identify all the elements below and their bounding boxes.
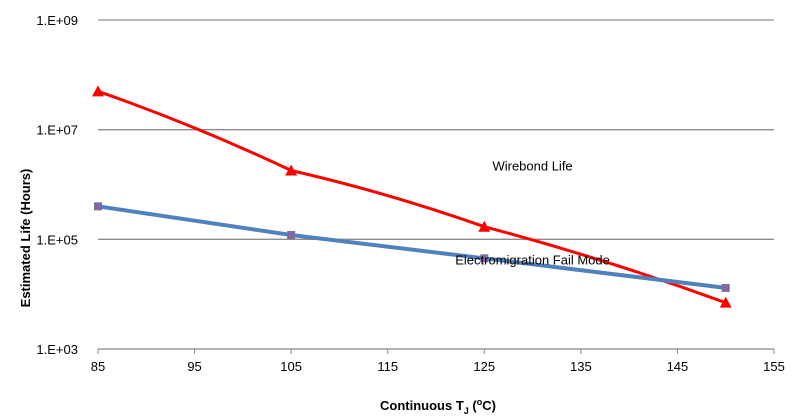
x-tick-label: 85 xyxy=(91,359,105,374)
x-tick-label: 135 xyxy=(570,359,592,374)
x-tick-label: 105 xyxy=(280,359,302,374)
y-tick-label: 1.E+07 xyxy=(36,123,78,138)
x-axis-title-subscript: J xyxy=(464,406,469,416)
series-group xyxy=(92,85,732,308)
annotations-group: Wirebond Life Electromigration Fail Mode xyxy=(455,159,610,268)
data-point-wirebond-life xyxy=(719,296,732,308)
x-axis-title-main: Continuous T xyxy=(380,398,464,413)
data-point-electromigration-fail-mode xyxy=(480,254,489,263)
x-tick-label: 155 xyxy=(763,359,785,374)
data-point-wirebond-life xyxy=(285,164,298,176)
series-line-wirebond-life xyxy=(96,89,728,305)
y-tick-label: 1.E+03 xyxy=(36,342,78,357)
y-tick-label: 1.E+05 xyxy=(36,232,78,247)
data-point-wirebond-life xyxy=(478,220,491,232)
x-axis-title-open: ( xyxy=(469,398,478,413)
x-axis-title: Continuous TJ (oC) xyxy=(380,397,496,416)
data-point-electromigration-fail-mode xyxy=(287,230,296,239)
x-axis-title-close: C) xyxy=(482,398,496,413)
y-axis-title: Estimated Life (Hours) xyxy=(18,169,33,308)
x-tick-label: 115 xyxy=(377,359,398,374)
y-tick-label: 1.E+09 xyxy=(36,13,78,28)
grid-lines xyxy=(98,19,774,350)
series-line-electromigration-fail-mode xyxy=(96,204,728,290)
data-point-electromigration-fail-mode xyxy=(94,202,102,211)
data-point-electromigration-fail-mode xyxy=(721,283,730,292)
data-point-wirebond-life xyxy=(92,85,104,97)
tick-labels: 1.E+03 1.E+05 1.E+07 1.E+09 85 95 105 115 125 135… xyxy=(36,13,784,374)
x-tick-label: 145 xyxy=(667,359,689,374)
annotation-wirebond-life: Wirebond Life xyxy=(492,159,572,174)
annotation-electromigration-fail-mode: Electromigration Fail Mode xyxy=(455,252,610,267)
x-tick-label: 95 xyxy=(187,359,201,374)
x-axis-title-superscript: o xyxy=(477,397,483,407)
x-tick-label: 125 xyxy=(473,359,495,374)
